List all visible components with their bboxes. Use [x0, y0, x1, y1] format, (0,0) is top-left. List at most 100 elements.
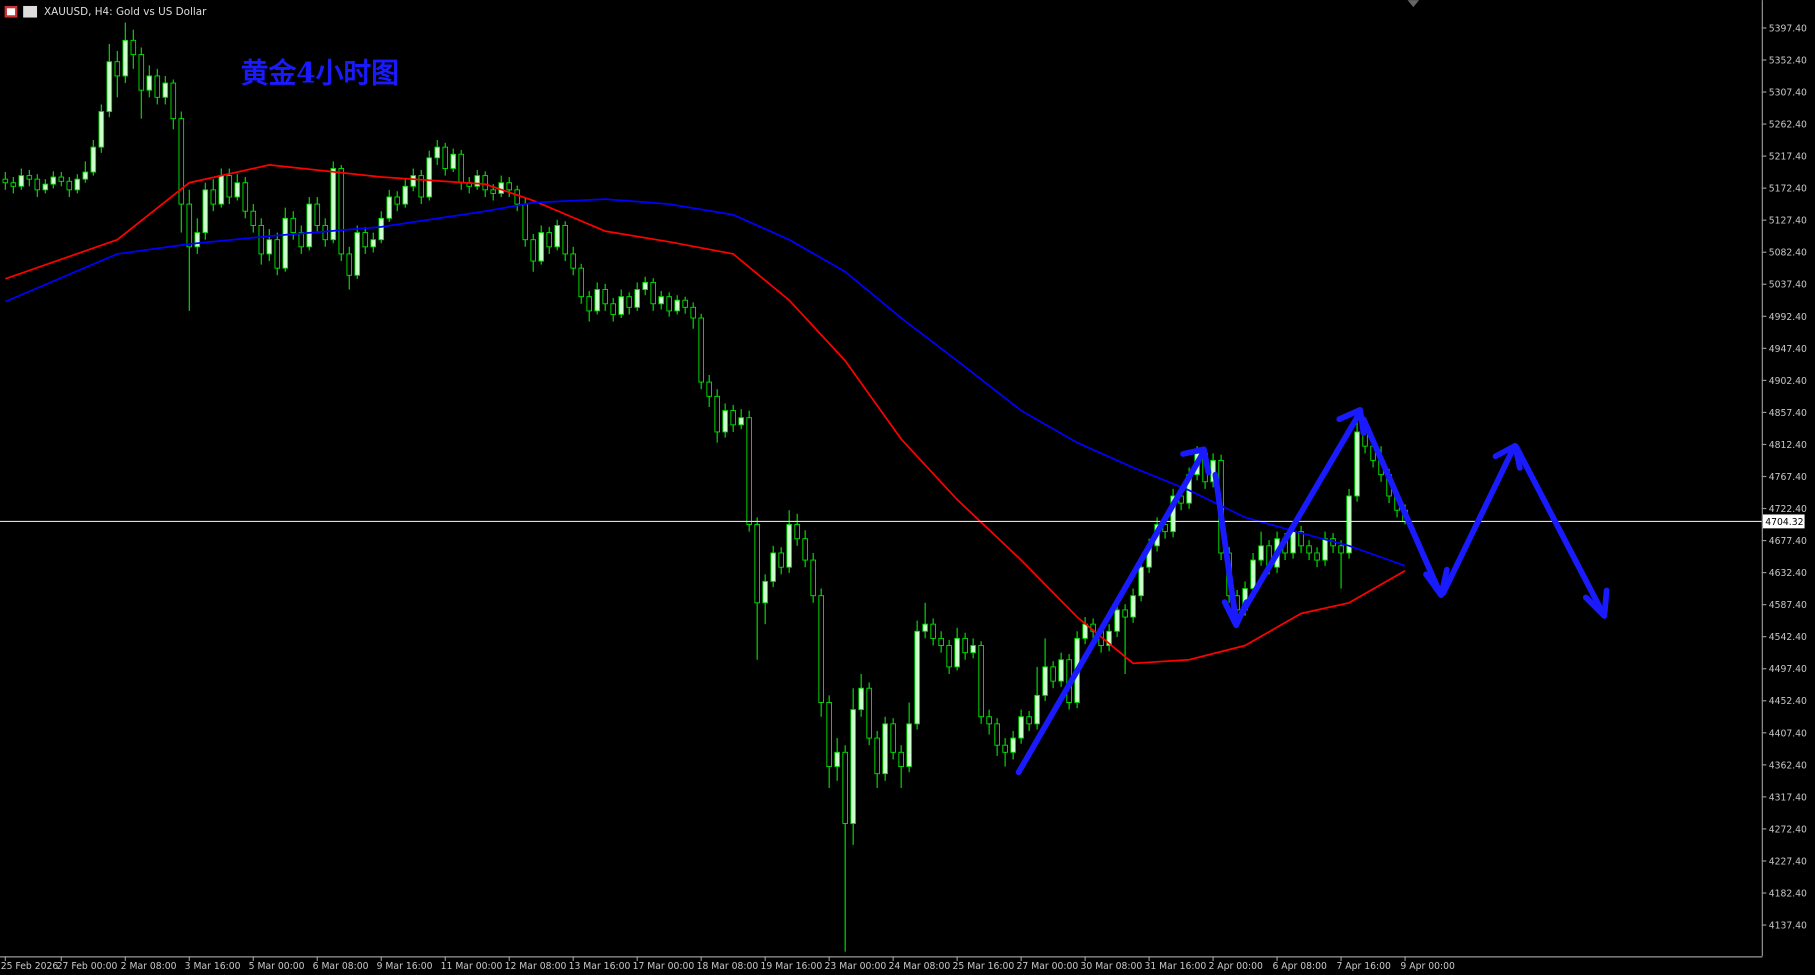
candle-body: [698, 317, 704, 383]
candle-body: [650, 281, 656, 305]
candle-body: [786, 524, 792, 568]
x-tick-label: 2 Mar 08:00: [121, 961, 177, 972]
candle-body: [426, 157, 433, 198]
arrow-head: [1582, 587, 1610, 619]
candle-body: [898, 751, 904, 768]
y-tick-label: 5037.40: [1769, 280, 1807, 291]
candle-body: [74, 178, 81, 191]
candle-body: [1010, 737, 1016, 753]
x-tick-label: 27 Mar 00:00: [1017, 961, 1079, 972]
y-tick-label: 4452.40: [1769, 696, 1807, 707]
x-tick-label: 17 Mar 00:00: [633, 961, 695, 972]
candle-body: [722, 410, 728, 433]
x-tick-label: 11 Mar 00:00: [441, 961, 503, 972]
candle-body: [858, 687, 864, 711]
y-tick-label: 4902.40: [1769, 376, 1807, 387]
candle-body: [1130, 595, 1136, 618]
candle-body: [330, 168, 337, 241]
candle-body: [1082, 623, 1088, 639]
y-tick-label: 4182.40: [1769, 888, 1807, 899]
candle-body: [1322, 538, 1328, 561]
y-tick-label: 5352.40: [1769, 55, 1807, 66]
candle-body: [554, 224, 560, 248]
arrow: [1360, 416, 1443, 596]
y-tick-label: 5172.40: [1769, 184, 1807, 195]
candle-body: [738, 417, 744, 426]
candle-body: [482, 175, 489, 191]
candle-body: [234, 182, 241, 198]
candle-body: [490, 189, 497, 194]
price-label-box: [1762, 514, 1805, 529]
candle-body: [458, 153, 465, 184]
candle-body: [2, 178, 9, 184]
candle-body: [362, 232, 369, 248]
y-tick-label: 5397.40: [1769, 23, 1807, 34]
candle-body: [762, 580, 768, 604]
arrow: [1233, 409, 1363, 626]
candle-body: [930, 623, 936, 639]
candle-body: [714, 395, 720, 433]
candle-body: [946, 645, 952, 668]
candle-body: [570, 253, 576, 269]
candle-body: [914, 630, 920, 725]
y-tick-label: 4677.40: [1769, 536, 1807, 547]
candle-body: [1258, 545, 1264, 561]
candle-body: [1002, 744, 1008, 753]
candle-body: [746, 417, 752, 525]
candle-body: [578, 267, 584, 298]
x-tick-label: 23 Mar 00:00: [825, 961, 887, 972]
candle-body: [850, 709, 856, 824]
candle-body: [338, 168, 345, 255]
candle-body: [594, 289, 600, 312]
price-label: 4704.32: [1765, 517, 1803, 528]
candle-body: [50, 176, 57, 185]
arrow-head: [1423, 566, 1450, 599]
candle-body: [562, 224, 568, 255]
candle-body: [802, 538, 808, 561]
x-tick-label: 19 Mar 16:00: [761, 961, 823, 972]
candle-body: [354, 232, 361, 276]
candle-body: [322, 224, 329, 241]
chart-icon: [23, 5, 38, 18]
y-tick-label: 4587.40: [1769, 600, 1807, 611]
chart-title: XAUUSD, H4: Gold vs US Dollar: [44, 6, 207, 18]
candle-body: [610, 303, 616, 315]
y-tick-label: 4362.40: [1769, 760, 1807, 771]
candle-body: [170, 82, 177, 120]
candle-body: [474, 175, 481, 187]
candle-body: [674, 299, 680, 312]
candle-body: [546, 232, 553, 248]
candle-body: [890, 723, 896, 753]
candle-body: [282, 217, 289, 269]
candle-body: [778, 552, 784, 568]
candle-body: [1298, 531, 1304, 547]
y-tick-label: 5262.40: [1769, 120, 1807, 131]
candle-body: [162, 82, 169, 98]
candle-body: [298, 232, 305, 248]
candle-body: [1314, 552, 1320, 561]
candle-body: [402, 185, 409, 205]
candle-body: [842, 751, 848, 824]
candle-body: [386, 196, 393, 219]
candle-body: [290, 217, 297, 234]
x-tick-label: 27 Feb 00:00: [57, 961, 118, 972]
candle-body: [1338, 545, 1344, 554]
candle-body: [882, 723, 888, 775]
candle-body: [442, 146, 449, 169]
candle-body: [1122, 609, 1128, 618]
candle-body: [66, 180, 73, 191]
candle-body: [730, 410, 736, 426]
candle-body: [626, 296, 632, 308]
y-tick-label: 4992.40: [1769, 312, 1807, 323]
y-tick-label: 4857.40: [1769, 408, 1807, 419]
candle-body: [1034, 694, 1040, 725]
candle-body: [530, 239, 537, 262]
candle-body: [770, 552, 776, 582]
y-tick-label: 4812.40: [1769, 440, 1807, 451]
candle-body: [258, 224, 265, 255]
candle-body: [978, 645, 984, 718]
candle-body: [986, 716, 992, 725]
candle-body: [1018, 716, 1024, 739]
candle-body: [314, 203, 321, 226]
